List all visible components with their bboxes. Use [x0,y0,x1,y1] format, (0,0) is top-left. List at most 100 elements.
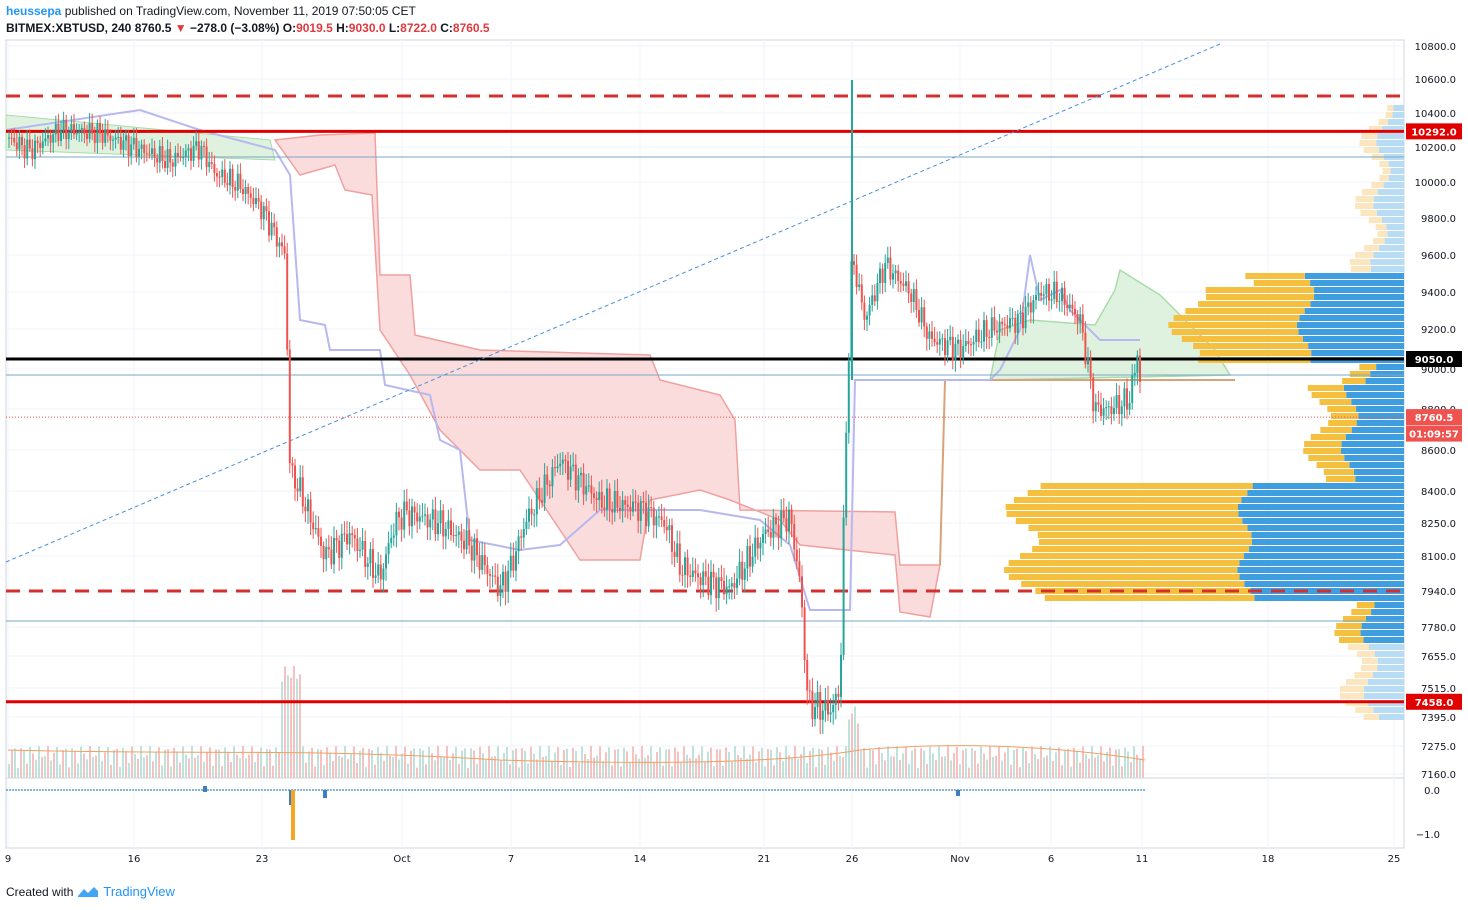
candle-body [330,549,333,565]
volume-bar [56,746,58,778]
vp-up-bar [1356,420,1404,426]
candle-body [905,281,907,286]
candle-body [619,507,621,512]
candle-body [798,561,801,577]
volume-bar [80,746,82,778]
candle-body [593,493,595,499]
candle-body [366,563,369,567]
vp-up-bar [1343,385,1404,391]
price-tag-label: 8760.5 [1415,413,1454,424]
volume-bar [359,751,361,778]
volume-bar [314,766,316,778]
candle-body [795,549,798,562]
close-value: 8760.5 [452,21,490,35]
volume-bar [677,751,679,778]
volume-bar [785,746,787,778]
candle-body [91,123,94,134]
candle-body [689,575,692,577]
candle-body [569,466,572,480]
candle-body [920,307,923,323]
volume-bar [1016,748,1018,778]
volume-bar [995,755,997,778]
candle-body [881,268,884,283]
volume-bar [866,767,868,778]
candle-body [23,145,26,159]
candle-body [962,345,965,359]
volume-bar [1007,747,1009,778]
volume-bar [140,746,142,778]
candle-body [626,504,629,507]
price-axis[interactable]: 10800.0 10600.0 10400.0 10200.0 10000.0 9800.… [1415,42,1456,781]
volume-bar [38,746,40,778]
vp-up-bar [1377,658,1404,664]
volume-bar [188,758,190,778]
trend-line[interactable] [5,43,1221,563]
y-tick-label: 10800.0 [1415,42,1456,53]
candle-body [946,340,949,356]
candle-body [143,144,146,154]
symbol-label[interactable]: BITMEX:XBTUSD, 240 [6,21,132,35]
volume-bar [62,750,64,778]
publisher-user[interactable]: heussepa [6,4,62,18]
volume-bar [317,748,319,778]
candle-body [691,570,694,577]
vp-down-bar [1168,322,1297,328]
vp-up-bar [1355,476,1404,482]
volume-bar [68,767,70,778]
vp-up-bar [1252,483,1404,489]
volume-bar [1079,762,1081,778]
candle-body [169,149,172,163]
volume-bar [983,753,985,778]
candle-body [483,555,486,566]
x-tick-label: 9 [5,854,11,865]
candle-body [93,133,96,143]
candle-body [200,146,203,160]
osc-bar [956,790,960,796]
candle-body [702,571,705,586]
volume-bar [758,751,760,778]
vp-down-bar [1032,546,1250,552]
vp-down-bar [1359,140,1377,146]
time-axis[interactable]: 9 16 23 Oct 7 14 21 26 Nov 6 11 18 25 [5,854,1401,865]
volume-bar [215,749,217,778]
vp-down-bar [1371,182,1384,188]
candle-body [1089,357,1092,378]
volume-bar [125,751,127,778]
candle-body [119,136,122,150]
vp-up-bar [1370,266,1404,272]
vp-up-bar [1239,560,1404,566]
candle-body [325,547,328,560]
candle-body [959,339,962,359]
candle-body [759,542,762,549]
ohlc-line: BITMEX:XBTUSD, 240 8760.5 ▼ −278.0 (−3.0… [6,21,490,35]
volume-bar [473,750,475,778]
y-tick-label: 7655.0 [1421,652,1456,663]
volume-bar [512,750,514,778]
candle-body [515,551,517,571]
candle-body [1053,281,1056,300]
horizontal-lines[interactable] [6,94,1404,704]
vp-up-bar [1387,231,1404,237]
vp-down-bar [1206,294,1315,300]
volume-bar [521,748,523,778]
volume-bar [989,746,991,778]
volume-bar [158,747,160,778]
volume-bar [302,746,304,778]
volume-bar [518,767,520,778]
vp-up-bar [1365,616,1404,622]
candle-body [210,162,213,164]
volume-bar [668,749,670,778]
tradingview-brand[interactable]: TradingView [103,884,175,899]
volume-bar [1013,749,1015,778]
candle-body [842,517,845,655]
candle-body [408,510,411,527]
candle-body [1066,304,1069,309]
volume-bar [218,749,220,778]
volume-bar [305,762,307,778]
volume-bar [749,754,751,778]
vp-up-bar [1381,217,1404,223]
volume-bar [257,751,259,778]
volume-bar [962,750,964,778]
volume-bar [86,759,88,778]
price-chart[interactable]: 0.0 −1.0 10800.0 10600.0 10400.0 10200.0 1000… [0,0,1468,880]
